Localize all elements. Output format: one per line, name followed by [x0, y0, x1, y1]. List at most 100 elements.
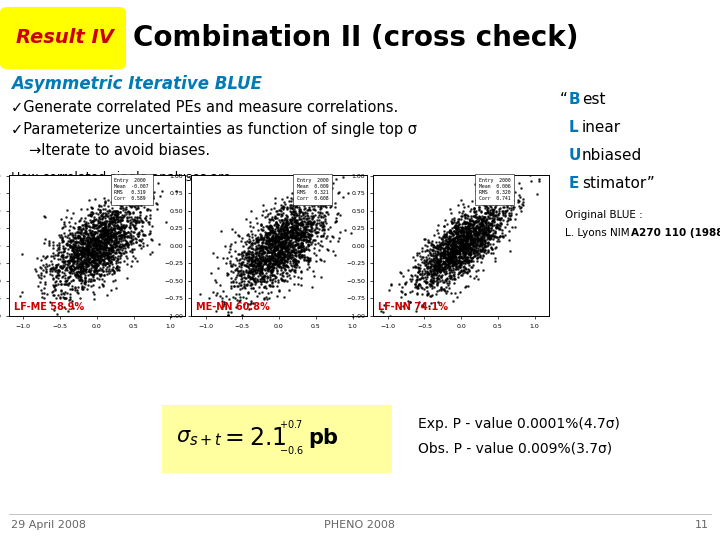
Point: [153, 179, 164, 188]
Point: [286, 233, 297, 241]
Point: [279, 240, 290, 248]
Point: [434, 260, 446, 269]
Point: [78, 232, 89, 241]
Point: [271, 262, 283, 271]
Point: [485, 224, 496, 232]
Point: [290, 234, 302, 242]
Point: [484, 220, 495, 228]
Point: [474, 219, 486, 228]
Point: [266, 212, 277, 221]
Point: [87, 242, 99, 251]
Point: [87, 256, 99, 265]
Point: [470, 234, 482, 243]
Point: [93, 282, 104, 291]
Point: [87, 234, 99, 242]
Point: [110, 192, 122, 200]
Point: [466, 246, 477, 254]
Point: [274, 257, 285, 266]
Point: [279, 232, 290, 240]
Point: [65, 237, 76, 245]
Point: [318, 220, 329, 229]
Point: [445, 252, 456, 260]
Point: [269, 249, 281, 258]
Point: [71, 249, 82, 258]
Point: [412, 281, 423, 289]
Point: [92, 226, 104, 234]
Point: [118, 232, 130, 240]
Point: [266, 271, 277, 279]
Point: [456, 247, 468, 256]
Point: [454, 258, 466, 267]
Point: [114, 253, 126, 262]
Point: [431, 247, 443, 255]
Point: [122, 239, 133, 248]
Point: [469, 219, 480, 228]
Point: [474, 241, 486, 250]
Point: [89, 238, 101, 247]
Point: [473, 226, 485, 235]
Point: [248, 259, 259, 268]
Point: [526, 177, 537, 185]
Point: [238, 300, 250, 308]
Point: [449, 247, 461, 256]
Point: [487, 207, 499, 216]
Point: [81, 285, 93, 293]
Point: [481, 231, 492, 239]
Point: [278, 224, 289, 232]
Point: [457, 243, 469, 252]
Point: [88, 253, 99, 261]
Point: [454, 225, 465, 234]
Point: [280, 230, 292, 238]
Point: [66, 285, 78, 293]
Point: [107, 246, 119, 254]
Point: [256, 261, 267, 270]
Point: [88, 221, 99, 230]
Point: [87, 251, 99, 259]
Point: [425, 238, 436, 247]
Point: [112, 228, 124, 237]
Point: [259, 244, 271, 252]
Point: [107, 217, 119, 226]
Point: [436, 254, 447, 263]
Point: [438, 253, 449, 262]
Point: [448, 246, 459, 255]
Point: [288, 213, 300, 222]
Point: [91, 260, 102, 269]
Point: [453, 244, 464, 252]
Point: [428, 269, 439, 278]
Point: [436, 249, 448, 258]
Point: [461, 233, 472, 241]
Point: [256, 266, 267, 275]
Point: [493, 214, 505, 222]
Point: [268, 262, 279, 271]
Point: [266, 239, 278, 248]
Point: [108, 225, 120, 234]
Point: [470, 241, 482, 249]
Point: [472, 275, 483, 284]
Point: [103, 214, 114, 222]
Point: [332, 188, 343, 197]
Point: [487, 229, 498, 238]
Point: [148, 194, 159, 202]
Point: [282, 233, 294, 241]
Point: [122, 241, 134, 249]
Point: [429, 265, 441, 274]
Point: [455, 246, 467, 254]
Point: [319, 217, 330, 226]
Point: [318, 222, 329, 231]
Point: [451, 228, 462, 237]
Point: [485, 231, 497, 239]
Point: [280, 219, 292, 227]
Point: [305, 234, 316, 242]
Point: [67, 222, 78, 231]
Point: [464, 215, 475, 224]
Point: [264, 259, 275, 268]
Point: [443, 256, 454, 265]
Point: [115, 237, 127, 246]
Point: [462, 231, 473, 239]
Point: [469, 225, 481, 233]
Point: [85, 211, 96, 219]
Point: [106, 222, 117, 231]
Point: [261, 292, 272, 301]
Point: [433, 240, 445, 249]
